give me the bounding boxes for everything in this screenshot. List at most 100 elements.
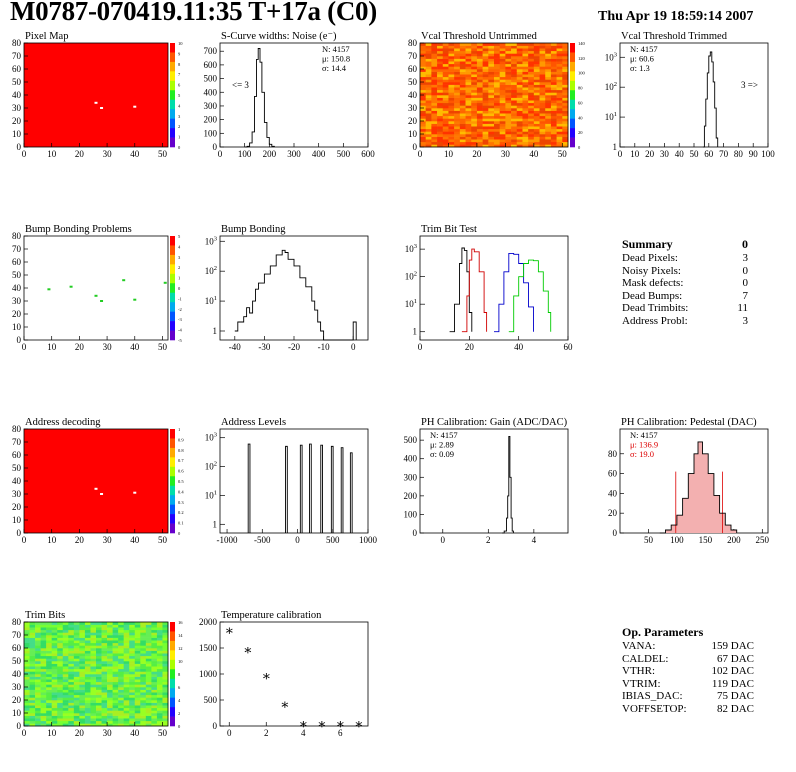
summary-value: 0 bbox=[742, 277, 749, 290]
defect-pixel bbox=[94, 487, 98, 490]
plot-frame bbox=[419, 428, 569, 534]
heatmap-cell bbox=[539, 118, 546, 122]
heatmap-cell bbox=[533, 66, 540, 70]
heatmap-cell bbox=[145, 650, 152, 654]
chart-title: Temperature calibration bbox=[221, 610, 322, 621]
heatmap-cell bbox=[29, 702, 36, 706]
heatmap-cell bbox=[162, 697, 169, 701]
heatmap-cell bbox=[24, 624, 30, 628]
heatmap-cell bbox=[420, 118, 426, 122]
heatmap-cell bbox=[118, 653, 124, 657]
heatmap-cell bbox=[539, 53, 546, 57]
heatmap-cell bbox=[448, 97, 455, 101]
heatmap-cell bbox=[454, 76, 461, 80]
colorbar-tick-label: 10 bbox=[178, 41, 183, 46]
heatmap-cell bbox=[465, 144, 472, 148]
colorbar-tick-label: 60 bbox=[578, 100, 583, 105]
heatmap-cell bbox=[511, 87, 518, 91]
heatmap-cell bbox=[454, 118, 461, 122]
heatmap-cell bbox=[123, 681, 130, 685]
x-tick-label: 50 bbox=[558, 149, 568, 159]
heatmap-cell bbox=[494, 97, 500, 101]
heatmap-cell bbox=[556, 61, 563, 65]
heatmap-cell bbox=[425, 108, 432, 111]
heatmap-cell bbox=[488, 118, 495, 122]
heatmap-cell bbox=[112, 710, 119, 714]
heatmap-cell bbox=[488, 58, 495, 62]
heatmap-cell bbox=[420, 126, 426, 130]
heatmap-cell bbox=[499, 144, 506, 148]
heatmap-cell bbox=[562, 71, 569, 75]
heatmap-cell bbox=[51, 627, 58, 631]
heatmap-cell bbox=[73, 700, 80, 703]
heatmap-cell bbox=[454, 123, 461, 127]
heatmap-cell bbox=[118, 655, 124, 659]
heatmap-cell bbox=[494, 144, 500, 148]
heatmap-cell bbox=[156, 707, 163, 711]
heatmap-cell bbox=[448, 110, 455, 114]
heatmap-cell bbox=[459, 87, 466, 91]
heatmap-cell bbox=[488, 102, 495, 106]
heatmap-cell bbox=[488, 144, 495, 148]
heatmap-cell bbox=[476, 113, 483, 117]
heatmap-cell bbox=[465, 118, 472, 122]
heatmap-cell bbox=[57, 713, 64, 716]
heatmap-cell bbox=[134, 671, 141, 675]
heatmap-cell bbox=[448, 87, 455, 91]
heatmap-cell bbox=[448, 56, 455, 59]
heatmap-cell bbox=[107, 718, 113, 722]
heatmap-cell bbox=[533, 74, 540, 78]
heatmap-cell bbox=[24, 694, 30, 698]
heatmap-cell bbox=[145, 702, 152, 706]
heatmap-cell bbox=[550, 50, 557, 54]
heatmap-cell bbox=[84, 723, 91, 727]
heatmap-cell bbox=[79, 674, 86, 677]
heatmap-cell bbox=[482, 105, 489, 109]
x-tick-label: -500 bbox=[254, 535, 271, 545]
heatmap-cell bbox=[545, 50, 552, 54]
heatmap-cell bbox=[134, 702, 141, 706]
heatmap-cell bbox=[123, 635, 130, 638]
heatmap-cell bbox=[465, 45, 472, 49]
heatmap-cell bbox=[24, 681, 30, 685]
heatmap-cell bbox=[96, 629, 102, 633]
heatmap-cell bbox=[499, 63, 506, 67]
heatmap-cell bbox=[145, 689, 152, 693]
heatmap-cell bbox=[112, 697, 119, 701]
heatmap-cell bbox=[140, 679, 147, 683]
heatmap-cell bbox=[68, 645, 75, 649]
heatmap-cell bbox=[539, 48, 546, 52]
heatmap-cell bbox=[46, 697, 52, 701]
x-tick-label: 250 bbox=[756, 535, 770, 545]
heatmap-cell bbox=[162, 676, 169, 680]
heatmap-cell bbox=[431, 66, 438, 70]
heatmap-cell bbox=[156, 624, 163, 628]
heatmap-cell bbox=[62, 718, 69, 722]
heatmap-cell bbox=[35, 674, 41, 677]
heatmap-cell bbox=[505, 123, 512, 127]
heatmap-cell bbox=[488, 128, 495, 132]
heatmap-cell bbox=[562, 131, 569, 135]
defect-pixel bbox=[163, 281, 167, 284]
colorbar-tick-label: 16 bbox=[178, 620, 183, 625]
heatmap-cell bbox=[156, 684, 163, 688]
heatmap-cell bbox=[545, 48, 552, 52]
heatmap-cell bbox=[488, 123, 495, 127]
chart-title: Pixel Map bbox=[25, 31, 68, 42]
heatmap-cell bbox=[545, 71, 552, 75]
heatmap-cell bbox=[123, 702, 130, 706]
heatmap-cell bbox=[101, 679, 108, 683]
y-tick-label: 500 bbox=[204, 74, 218, 84]
heatmap-cell bbox=[107, 674, 113, 677]
heatmap-cell bbox=[471, 108, 478, 111]
heatmap-cell bbox=[151, 666, 158, 670]
heatmap-cell bbox=[68, 632, 75, 636]
heatmap-cell bbox=[476, 128, 483, 132]
heatmap-cell bbox=[123, 687, 130, 690]
y-tick-label: 70 bbox=[12, 51, 22, 61]
x-tick-label: 10 bbox=[444, 149, 454, 159]
heatmap-cell bbox=[40, 707, 47, 711]
heatmap-cell bbox=[465, 113, 472, 117]
heatmap-cell bbox=[516, 110, 523, 114]
